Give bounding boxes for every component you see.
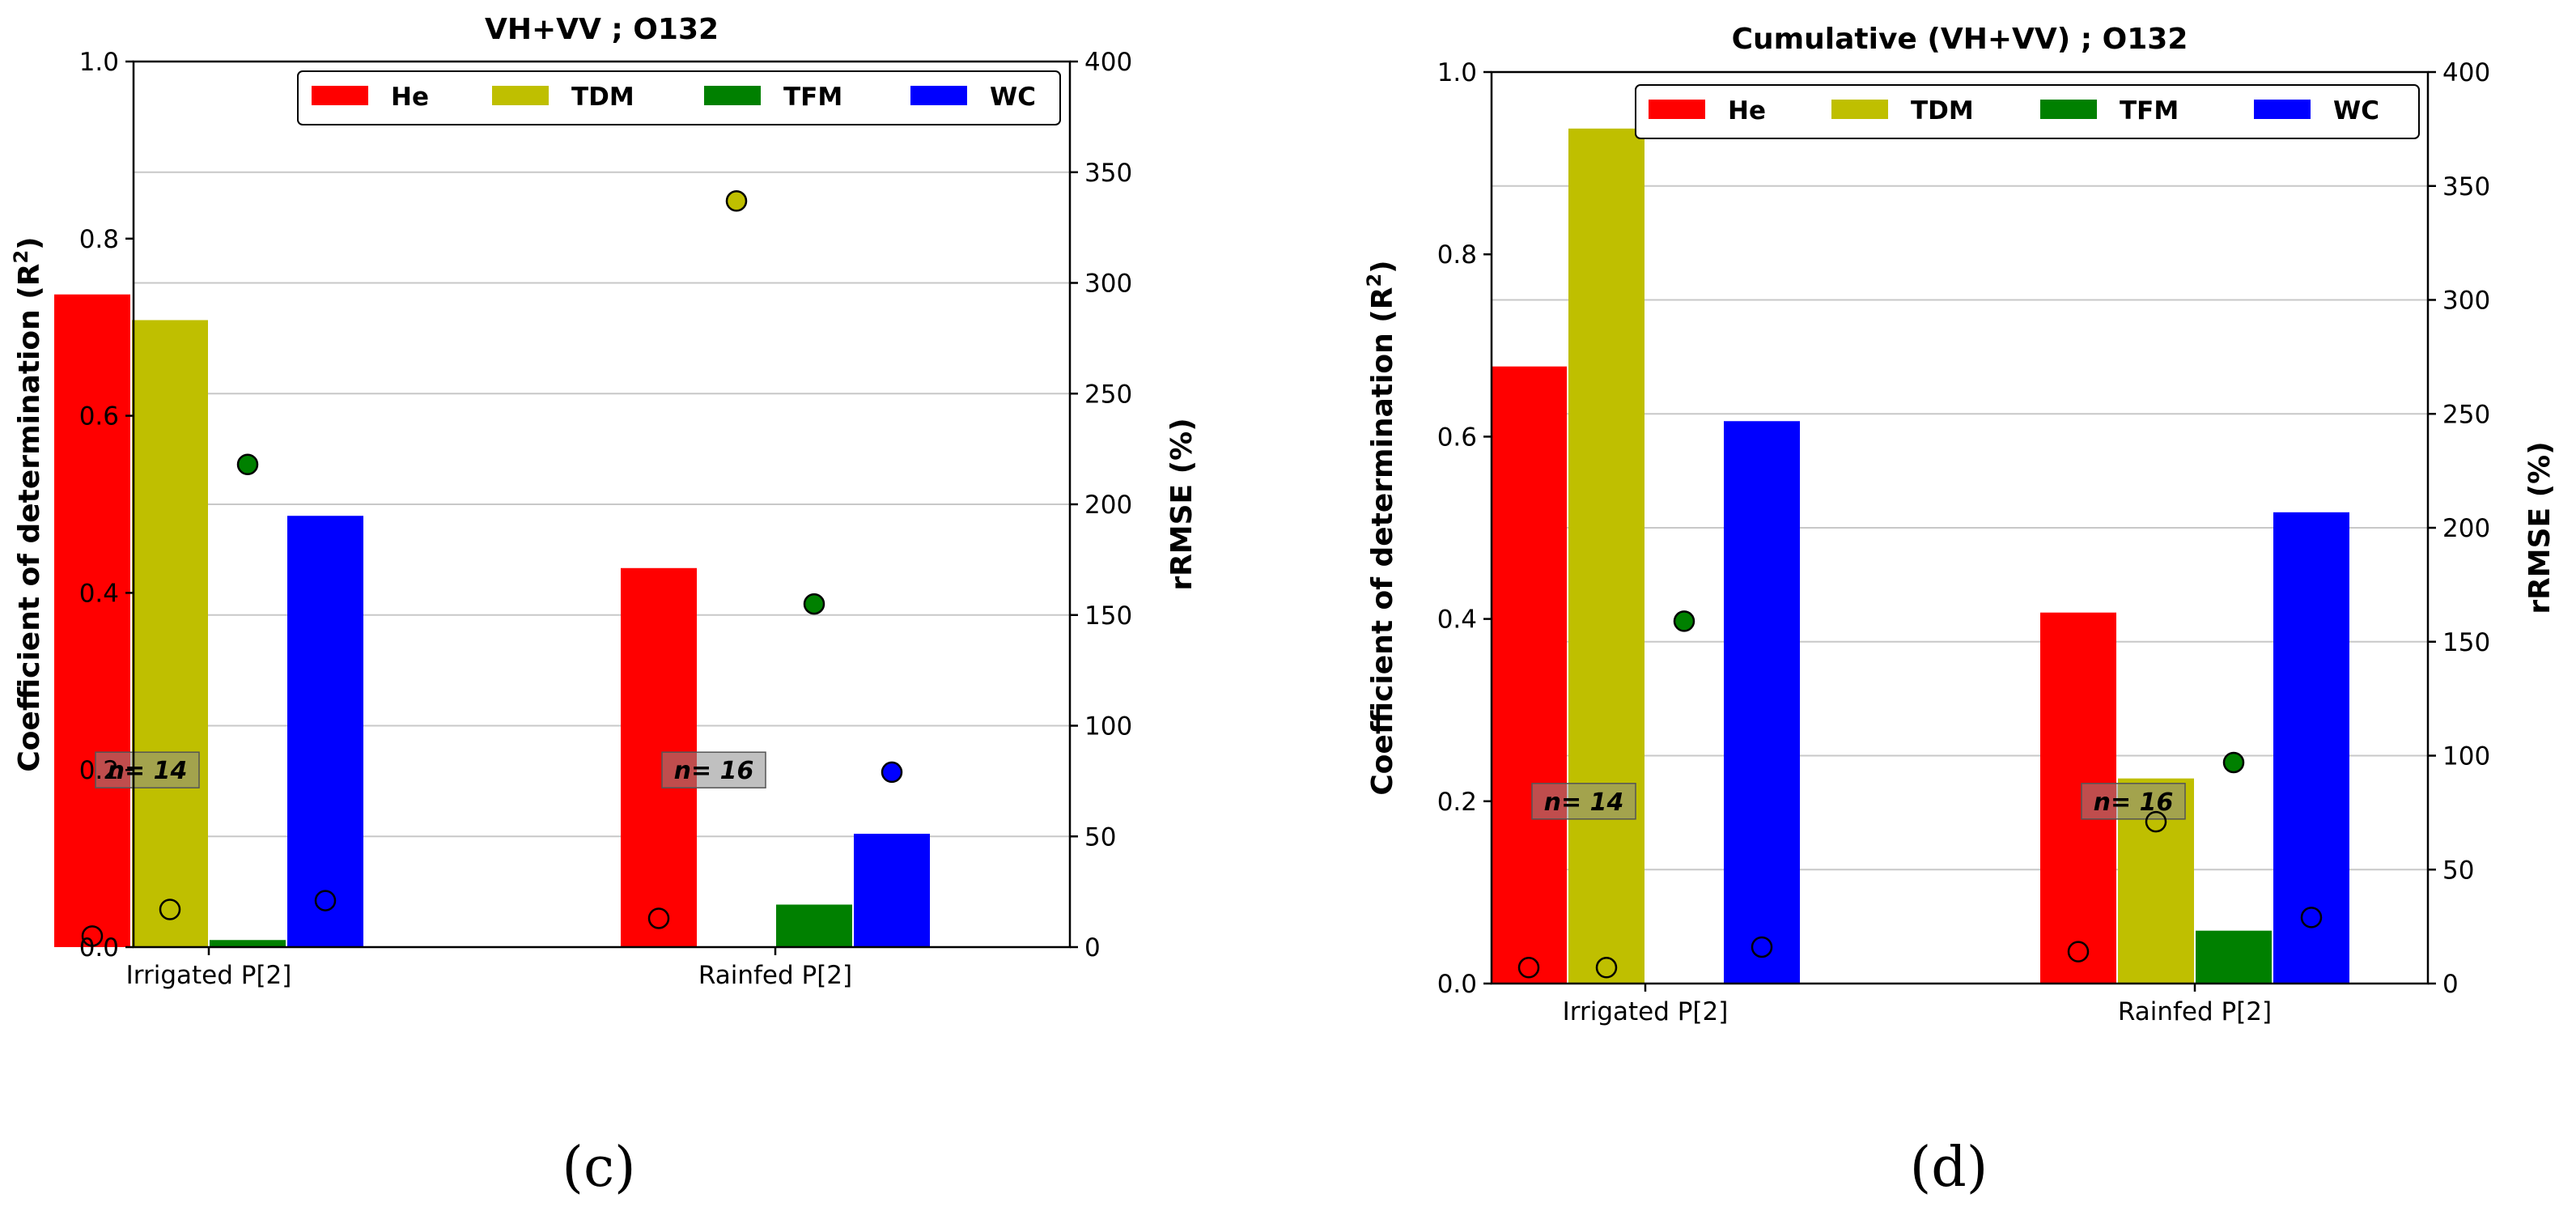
rrmse-point-wc-1 <box>2300 907 2323 928</box>
rrmse-point-he-0 <box>1517 957 1540 979</box>
bar-wc-0 <box>1724 421 1800 984</box>
y2-tick-label: 400 <box>2442 58 2490 87</box>
y2-tick-label: 50 <box>1084 822 1116 852</box>
y2-tick-label: 200 <box>2442 514 2490 543</box>
legend-label-wc: WC <box>990 83 1036 112</box>
legend-swatch-he <box>1649 100 1705 119</box>
y2-tick-label: 250 <box>2442 400 2490 429</box>
y2-tick-label: 300 <box>1084 270 1132 299</box>
bar-he-0 <box>54 294 130 947</box>
legend-swatch-tdm <box>1831 100 1888 119</box>
y2-tick-label: 100 <box>2442 742 2490 771</box>
n-label: n= 16 <box>2094 788 2174 817</box>
x-tick-label: Rainfed P[2] <box>698 961 852 990</box>
y-tick-label: 0.2 <box>79 756 119 785</box>
n-label: n= 16 <box>674 757 754 785</box>
rrmse-point-tdm-0 <box>159 899 181 920</box>
y-tick-label: 0.2 <box>1437 788 1477 817</box>
bar-wc-0 <box>287 516 363 947</box>
y-axis-label: Coefficient of determination (R2) <box>10 236 46 771</box>
y2-tick-label: 300 <box>2442 287 2490 316</box>
y2-tick-label: 0 <box>1084 933 1101 962</box>
y2-axis-label: rRMSE (%) <box>1165 418 1199 590</box>
n-label: n= 14 <box>1544 788 1624 817</box>
n-label: n= 14 <box>108 757 188 785</box>
rrmse-point-he-1 <box>2067 941 2090 962</box>
rrmse-point-tdm-0 <box>1595 957 1618 979</box>
y2-tick-label: 350 <box>1084 159 1132 188</box>
y-tick-label: 1.0 <box>1437 58 1477 87</box>
rrmse-point-he-0 <box>81 925 104 947</box>
rrmse-point-tdm-1 <box>2145 810 2167 833</box>
y-tick-label: 0.4 <box>1437 606 1477 635</box>
bar-tfm-1 <box>776 904 852 947</box>
bar-tfm-1 <box>2196 930 2272 984</box>
y-tick-label: 0.8 <box>79 225 119 254</box>
rrmse-point-wc-1 <box>881 761 903 784</box>
y2-axis-label: rRMSE (%) <box>2523 441 2557 614</box>
n-label-box <box>2081 783 2186 820</box>
legend-label-he: He <box>391 83 429 112</box>
y-tick-label: 0.6 <box>79 402 119 431</box>
y2-tick-label: 150 <box>2442 628 2490 657</box>
legend-label-tdm: TDM <box>571 83 634 112</box>
y-tick-label: 0.6 <box>1437 423 1477 452</box>
legend-label-tdm: TDM <box>1911 96 1974 125</box>
y-tick-label: 0.0 <box>79 933 119 962</box>
figure-caption: (c) <box>562 1136 635 1200</box>
rrmse-point-tfm-1 <box>2222 751 2245 774</box>
y2-tick-label: 350 <box>2442 172 2490 202</box>
y2-tick-label: 400 <box>1084 48 1132 77</box>
chart-title: VH+VV ; O132 <box>485 13 719 46</box>
rrmse-point-tfm-1 <box>803 593 825 615</box>
y2-tick-label: 150 <box>1084 601 1132 631</box>
legend-box <box>297 70 1061 125</box>
legend-swatch-tdm <box>492 86 549 105</box>
chart-c: n= 14 n= 16 0.0 0.2 0.4 0.6 0.8 1.0 0 50 100 150 200… <box>10 13 1199 1200</box>
x-tick-label: Irrigated P[2] <box>1563 997 1729 1026</box>
y-tick-label: 1.0 <box>79 48 119 77</box>
rrmse-point-tfm-0 <box>236 453 259 476</box>
rrmse-point-tfm-0 <box>1673 610 1695 632</box>
y-tick-label: 0.0 <box>1437 970 1477 999</box>
n-label-box <box>1531 783 1636 820</box>
n-label-box <box>661 751 766 788</box>
figure-caption: (d) <box>1910 1136 1988 1200</box>
legend-label-he: He <box>1728 96 1766 125</box>
legend-label-tfm: TFM <box>783 83 842 112</box>
rrmse-point-wc-0 <box>314 890 337 911</box>
y2-tick-label: 250 <box>1084 380 1132 409</box>
n-label-box <box>95 751 200 788</box>
legend-swatch-he <box>312 86 368 105</box>
x-tick-label: Irrigated P[2] <box>126 961 292 990</box>
x-tick-label: Rainfed P[2] <box>2118 997 2272 1026</box>
legend-swatch-wc <box>2254 100 2311 119</box>
chart-d: n= 14 n= 16 0.0 0.2 0.4 0.6 0.8 1.0 0 50 100 150 200… <box>1363 23 2557 1200</box>
y-axis-label: Coefficient of determination (R2) <box>1363 260 1399 795</box>
rrmse-point-tdm-1 <box>725 190 748 212</box>
legend-label-wc: WC <box>2333 96 2379 125</box>
y2-tick-label: 50 <box>2442 856 2474 885</box>
y2-tick-label: 200 <box>1084 491 1132 520</box>
bar-wc-1 <box>2273 512 2349 984</box>
bar-he-0 <box>1491 366 1567 984</box>
legend-swatch-wc <box>910 86 967 105</box>
y-tick-label: 0.8 <box>1437 240 1477 270</box>
rrmse-point-he-1 <box>647 907 670 929</box>
y-tick-label: 0.4 <box>79 579 119 608</box>
y2-tick-label: 0 <box>2442 970 2459 999</box>
bar-tdm-0 <box>1568 128 1644 984</box>
bar-wc-1 <box>854 833 930 947</box>
y2-tick-label: 100 <box>1084 712 1132 741</box>
legend-box <box>1635 84 2420 139</box>
legend-swatch-tfm <box>704 86 761 105</box>
chart-title: Cumulative (VH+VV) ; O132 <box>1732 23 2188 56</box>
bar-tfm-0 <box>210 940 286 947</box>
bar-tdm-0 <box>132 320 208 947</box>
rrmse-point-wc-0 <box>1751 936 1773 958</box>
legend-label-tfm: TFM <box>2120 96 2179 125</box>
legend-swatch-tfm <box>2040 100 2097 119</box>
